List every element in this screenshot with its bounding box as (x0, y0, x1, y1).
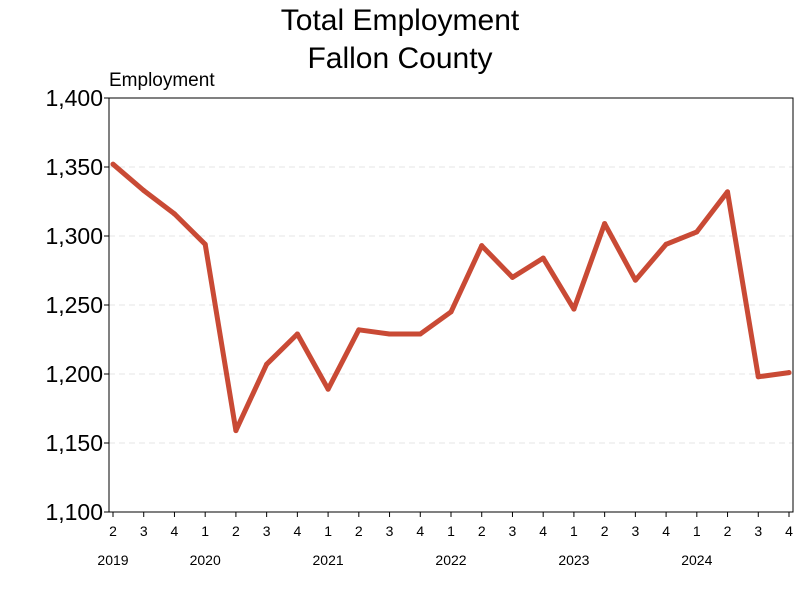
data-point (602, 221, 608, 227)
data-point (448, 309, 454, 315)
x-quarter-label: 2 (478, 523, 486, 539)
data-point (663, 241, 669, 247)
data-point (540, 255, 546, 261)
y-tick-label: 1,150 (45, 430, 103, 456)
x-quarter-label: 1 (693, 523, 701, 539)
data-point (264, 361, 270, 367)
data-point (325, 386, 331, 392)
x-axis-ticks: 2 3 4 1 2 3 4 1 2 3 4 1 2 3 4 1 2 3 4 1 2 3 4 2019 2020 2021 2022 2… (97, 512, 793, 568)
x-year-label: 2019 (97, 552, 128, 568)
x-quarter-label: 1 (201, 523, 209, 539)
x-quarter-label: 2 (109, 523, 117, 539)
y-tick-label: 1,350 (45, 154, 103, 180)
data-point (356, 327, 362, 333)
x-quarter-label: 1 (324, 523, 332, 539)
x-quarter-label: 2 (355, 523, 363, 539)
data-point (294, 331, 300, 337)
x-quarter-label: 4 (662, 523, 670, 539)
data-point (171, 211, 177, 217)
x-year-label: 2021 (313, 552, 344, 568)
x-quarter-label: 2 (724, 523, 732, 539)
x-quarter-label: 3 (386, 523, 394, 539)
x-quarter-label: 1 (570, 523, 578, 539)
data-point (725, 189, 731, 195)
data-point (110, 161, 116, 167)
data-point (233, 428, 239, 434)
data-point (509, 274, 515, 280)
x-quarter-label: 2 (232, 523, 240, 539)
data-point (479, 243, 485, 249)
data-point (202, 241, 208, 247)
y-tick-label: 1,100 (45, 499, 103, 525)
data-point (571, 306, 577, 312)
x-quarter-label: 3 (509, 523, 517, 539)
x-quarter-label: 1 (447, 523, 455, 539)
y-tick-label: 1,400 (45, 85, 103, 111)
x-quarter-label: 3 (263, 523, 271, 539)
x-quarter-label: 4 (785, 523, 793, 539)
y-tick-label: 1,300 (45, 223, 103, 249)
y-tick-label: 1,250 (45, 292, 103, 318)
data-point (387, 331, 393, 337)
chart-title-line-2: Fallon County (307, 42, 492, 75)
y-axis-ticks: 1,100 1,150 1,200 1,250 1,300 1,350 1,400 (45, 85, 109, 525)
x-year-label: 2020 (190, 552, 221, 568)
x-year-label: 2023 (558, 552, 589, 568)
x-quarter-label: 4 (171, 523, 179, 539)
x-year-label: 2022 (435, 552, 466, 568)
x-quarter-label: 4 (416, 523, 424, 539)
data-point (141, 187, 147, 193)
data-point (786, 370, 792, 376)
employment-series-line (110, 161, 792, 434)
chart-title-line-1: Total Employment (281, 4, 520, 37)
series-layer (110, 161, 792, 434)
x-quarter-label: 3 (631, 523, 639, 539)
data-point (694, 229, 700, 235)
x-quarter-label: 2 (601, 523, 609, 539)
y-axis-label: Employment (109, 70, 215, 91)
y-tick-label: 1,200 (45, 361, 103, 387)
data-point (417, 331, 423, 337)
x-quarter-label: 3 (140, 523, 148, 539)
x-quarter-label: 4 (293, 523, 301, 539)
x-quarter-label: 4 (539, 523, 547, 539)
x-quarter-label: 3 (754, 523, 762, 539)
x-year-label: 2024 (681, 552, 712, 568)
data-point (755, 374, 761, 380)
gridlines (109, 166, 793, 444)
data-point (632, 277, 638, 283)
